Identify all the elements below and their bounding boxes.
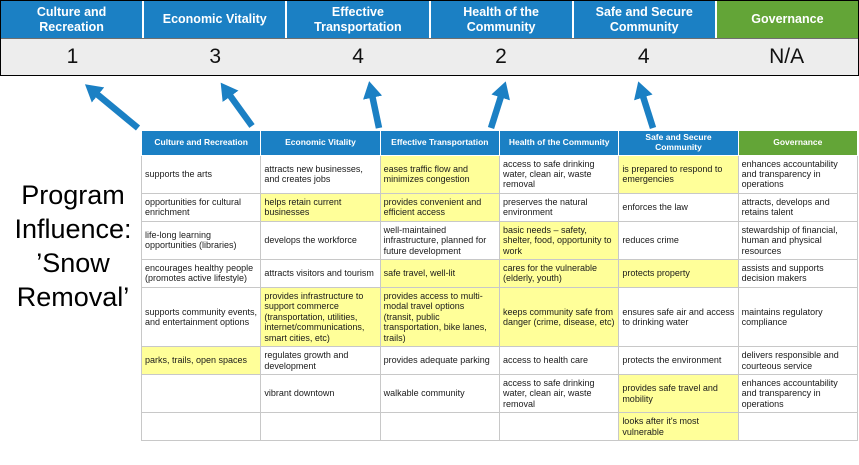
matrix-cell: well-maintained infrastructure, planned … xyxy=(379,220,500,261)
matrix-head: Culture and Recreation Economic Vitality E… xyxy=(140,130,859,156)
pillar-score-governance: N/A xyxy=(769,45,805,68)
up-arrow xyxy=(634,81,657,129)
matrix-cell: parks, trails, open spaces xyxy=(140,346,262,375)
matrix-cell: helps retain current businesses xyxy=(260,192,381,222)
matrix-cell: access to safe drinking water, clean air… xyxy=(498,154,620,194)
matrix-row: supports the arts attracts new businesses… xyxy=(140,154,859,194)
up-arrow xyxy=(84,84,141,131)
matrix-body: supports the arts attracts new businesses… xyxy=(140,154,859,442)
matrix-cell: maintains regulatory compliance xyxy=(737,286,859,348)
up-arrow xyxy=(363,81,383,129)
matrix-cell: attracts, develops and retains talent xyxy=(737,192,859,222)
matrix-cell: preserves the natural environment xyxy=(498,192,620,222)
matrix-cell: stewardship of financial, human and phys… xyxy=(737,220,859,261)
matrix-header: Health of the Community xyxy=(498,130,620,156)
pillar-score-safe-and-secure-community: 4 xyxy=(637,45,650,68)
matrix-cell: cares for the vulnerable (elderly, youth… xyxy=(498,259,620,288)
matrix-cell: keeps community safe from danger (crime,… xyxy=(498,286,620,348)
matrix-header: Governance xyxy=(737,130,859,156)
matrix-cell: life-long learning opportunities (librar… xyxy=(140,220,262,261)
matrix-row: encourages healthy people (promotes acti… xyxy=(140,259,859,288)
matrix-cell: vibrant downtown xyxy=(260,373,381,414)
pillar-score-health-of-the-community: 2 xyxy=(495,45,507,68)
matrix-cell xyxy=(260,412,381,442)
matrix-cell: provides safe travel and mobility xyxy=(618,373,739,414)
matrix-cell: provides access to multi-modal travel op… xyxy=(379,286,500,348)
matrix-cell: provides convenient and efficient access xyxy=(379,192,500,222)
up-arrow xyxy=(487,81,510,129)
matrix-header: Safe and Secure Community xyxy=(618,130,739,156)
pillar-header-economic-vitality: Economic Vitality xyxy=(144,1,286,38)
arrows-graphic xyxy=(84,81,657,131)
matrix-row: life-long learning opportunities (librar… xyxy=(140,220,859,261)
matrix-cell: access to safe drinking water, clean air… xyxy=(498,373,620,414)
matrix-cell: ensures safe air and access to drinking … xyxy=(618,286,739,348)
pillar-header-governance: Governance xyxy=(716,1,858,38)
matrix-header: Culture and Recreation xyxy=(140,130,262,156)
pillar-banner: Culture and Recreation Economic Vitality… xyxy=(1,1,858,38)
matrix-row: vibrant downtown walkable community access… xyxy=(140,373,859,414)
pillar-score-effective-transportation: 4 xyxy=(352,45,364,68)
scoreboard: Culture and Recreation Economic Vitality… xyxy=(0,0,859,76)
matrix-cell: access to health care xyxy=(498,346,620,375)
pillar-score-economic-vitality: 3 xyxy=(209,45,222,68)
pillar-header-health-of-the-community: Health of the Community xyxy=(430,1,572,38)
pillar-header-effective-transportation: Effective Transportation xyxy=(287,1,429,38)
matrix-cell: attracts visitors and tourism xyxy=(260,259,381,288)
matrix-cell: assists and supports decision makers xyxy=(737,259,859,288)
matrix-cell: enhances accountability and transparency… xyxy=(737,373,859,414)
program-influence-title: Program Influence: ’Snow Removal’ xyxy=(14,180,132,313)
matrix-cell: safe travel, well-lit xyxy=(379,259,500,288)
matrix-cell: eases traffic flow and minimizes congest… xyxy=(379,154,500,194)
matrix-cell: enhances accountability and transparency… xyxy=(737,154,859,194)
matrix-cell: encourages healthy people (promotes acti… xyxy=(140,259,262,288)
pillar-header-safe-and-secure-community: Safe and Secure Community xyxy=(573,1,715,38)
matrix-cell xyxy=(140,412,262,442)
matrix-cell: looks after it's most vulnerable xyxy=(618,412,739,442)
matrix-cell xyxy=(140,373,262,414)
pillar-score-culture-and-recreation: 1 xyxy=(66,45,79,68)
influence-matrix-table: Culture and Recreation Economic Vitality E… xyxy=(140,130,859,442)
up-arrow xyxy=(220,82,255,128)
matrix-cell: enforces the law xyxy=(618,192,739,222)
matrix-header: Effective Transportation xyxy=(379,130,500,156)
matrix-cell: protects the environment xyxy=(618,346,739,375)
matrix-row: looks after it's most vulnerable xyxy=(140,412,859,442)
matrix-cell: provides adequate parking xyxy=(379,346,500,375)
matrix-cell xyxy=(498,412,620,442)
matrix-cell: supports the arts xyxy=(140,154,262,194)
matrix-cell: delivers responsible and courteous servi… xyxy=(737,346,859,375)
matrix-cell xyxy=(737,412,859,442)
matrix-cell: regulates growth and development xyxy=(260,346,381,375)
matrix-cell: is prepared to respond to emergencies xyxy=(618,154,739,194)
matrix-cell: develops the workforce xyxy=(260,220,381,261)
matrix-cell: provides infrastructure to support comme… xyxy=(260,286,381,348)
matrix-cell xyxy=(379,412,500,442)
matrix-cell: attracts new businesses, and creates job… xyxy=(260,154,381,194)
matrix-header-row: Culture and Recreation Economic Vitality E… xyxy=(140,130,859,156)
matrix-cell: walkable community xyxy=(379,373,500,414)
matrix-cell: opportunities for cultural enrichment xyxy=(140,192,262,222)
pillar-scores: 1 3 4 2 4 N/A xyxy=(1,38,858,75)
matrix-cell: reduces crime xyxy=(618,220,739,261)
matrix-cell: protects property xyxy=(618,259,739,288)
matrix-cell: basic needs – safety, shelter, food, opp… xyxy=(498,220,620,261)
matrix-row: opportunities for cultural enrichment hel… xyxy=(140,192,859,222)
pillar-header-culture-and-recreation: Culture and Recreation xyxy=(1,1,143,38)
matrix-row: supports community events, and entertain… xyxy=(140,286,859,348)
matrix-cell: supports community events, and entertain… xyxy=(140,286,262,348)
matrix-row: parks, trails, open spaces regulates grow… xyxy=(140,346,859,375)
matrix-header: Economic Vitality xyxy=(260,130,381,156)
